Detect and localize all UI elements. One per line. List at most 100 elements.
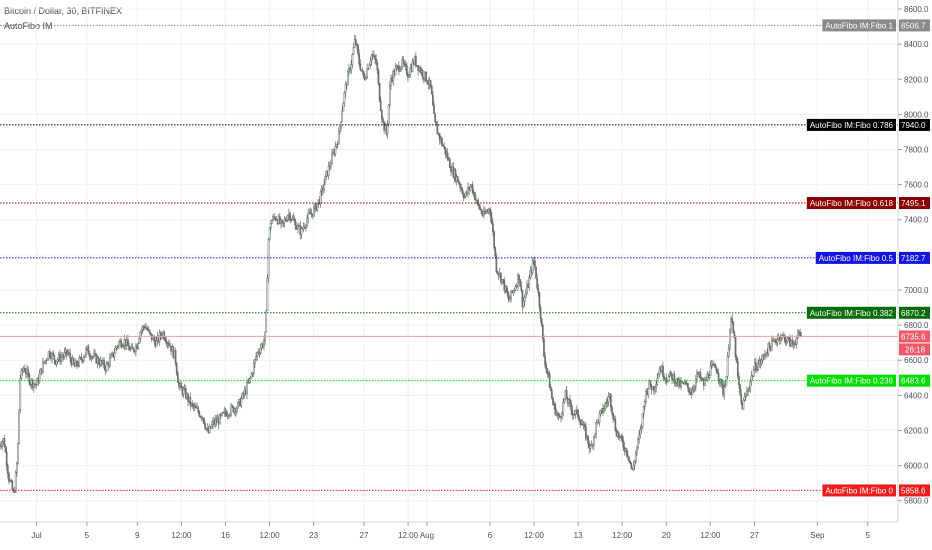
candle-body [84, 354, 86, 358]
candle-body [556, 412, 559, 416]
candle-body [155, 340, 158, 347]
candle-body [296, 228, 298, 230]
candle-body [578, 416, 580, 421]
candle-body [97, 357, 100, 364]
chart-title: Bitcoin / Dollar, 30, BITFINEX [4, 6, 123, 16]
fibo-level-label: AutoFibo IM:Fibo 0.236 [810, 377, 894, 386]
candle-body [460, 187, 463, 190]
candle-body [45, 359, 48, 362]
candle-body [271, 220, 273, 224]
candle-body [782, 334, 784, 337]
fibo-value-badge[interactable] [899, 251, 930, 264]
candle-body [206, 427, 209, 430]
candle-body [266, 277, 269, 311]
candle-body [225, 412, 228, 417]
candle-body [138, 338, 141, 344]
fibo-value-badge[interactable] [899, 19, 930, 32]
candle-body [598, 413, 601, 423]
fibo-level-tag[interactable] [806, 118, 896, 131]
candle-body [259, 347, 262, 354]
candle-body [122, 344, 125, 347]
candle-body [203, 417, 205, 424]
candle-body [529, 270, 532, 278]
candle-body [339, 126, 341, 132]
y-tick-label: 8600.0 [904, 5, 929, 14]
candle-body [604, 403, 607, 410]
candle-body [218, 414, 221, 425]
candle-body [72, 358, 75, 365]
candle-body [265, 310, 268, 333]
fibo-level-tag[interactable] [815, 251, 896, 264]
fibo-level-tag[interactable] [806, 197, 896, 210]
candle-body [351, 54, 354, 65]
candle-body [362, 71, 365, 78]
candle-body [252, 363, 255, 374]
candle-body [56, 359, 59, 362]
x-tick-label: 16 [221, 531, 230, 540]
candle-body [429, 80, 432, 87]
candle-body [768, 343, 771, 347]
candle-body [443, 145, 446, 148]
candle-body [387, 104, 390, 125]
candle-body [381, 110, 383, 120]
time-axis[interactable]: Jul 5 9 12:00 16 12:00 23 27 12:00 Aug 6 12:00 13 12:… [0, 521, 898, 540]
candle-body [489, 209, 492, 218]
fibo-level-tag[interactable] [806, 374, 896, 387]
candle-body [487, 209, 490, 212]
fibo-value-badge[interactable] [899, 118, 930, 131]
candle-body [3, 438, 6, 447]
price-axis[interactable]: 5800.0 6000.0 6200.0 6400.0 6600.0 6800.0 7000… [897, 0, 930, 522]
candle-body [20, 369, 23, 379]
candle-body [749, 381, 752, 389]
candle-body [286, 215, 289, 221]
fibo-value-badge[interactable] [899, 484, 930, 497]
candle-body [354, 39, 357, 45]
candle-body [734, 337, 737, 357]
candle-body [742, 399, 745, 410]
fibonacci-levels: AutoFibo IM:Fibo 1 AutoFibo IM:Fibo 0.786… [0, 19, 898, 497]
candle-body [592, 436, 595, 446]
candle-body [268, 227, 271, 240]
candle-body [599, 410, 602, 415]
candle-body [347, 71, 349, 86]
candle-body [421, 70, 424, 78]
fibo-level-tag[interactable] [806, 306, 896, 319]
candle-body [281, 219, 283, 224]
candle-body [249, 377, 252, 380]
fibo-value-badge[interactable] [899, 374, 930, 387]
candle-body [274, 217, 277, 220]
candle-body [544, 355, 546, 366]
fibo-level-tag[interactable] [822, 19, 896, 32]
candle-body [670, 371, 672, 375]
candle-body [492, 223, 494, 233]
candle-body [493, 231, 495, 248]
candle-body [717, 373, 720, 380]
candle-body [795, 337, 798, 345]
candle-body [127, 339, 129, 346]
candle-body [55, 361, 58, 365]
candle-body [53, 354, 56, 361]
candle-body [611, 406, 613, 414]
x-tick-label: 12:00 [398, 531, 419, 540]
x-tick-label: 13 [574, 531, 583, 540]
candle-body [536, 278, 539, 289]
candle-body [121, 346, 124, 348]
candle-body [394, 67, 397, 76]
last-price-badge[interactable] [899, 330, 930, 343]
fibo-value-badge[interactable] [899, 306, 930, 319]
candle-body [625, 448, 628, 456]
candle-body [163, 332, 166, 340]
candle-body [116, 345, 119, 348]
candle-body [52, 352, 54, 356]
candle-body [656, 377, 659, 385]
candle-body [78, 357, 81, 366]
indicator-name[interactable]: AutoFibo IM [4, 21, 53, 31]
candle-body [506, 291, 509, 296]
candle-body [352, 46, 355, 55]
candle-body [164, 338, 167, 342]
candle-body [11, 481, 14, 490]
candle-body [60, 356, 62, 362]
fibo-value-badge[interactable] [899, 197, 930, 210]
fibo-level-tag[interactable] [822, 484, 896, 497]
